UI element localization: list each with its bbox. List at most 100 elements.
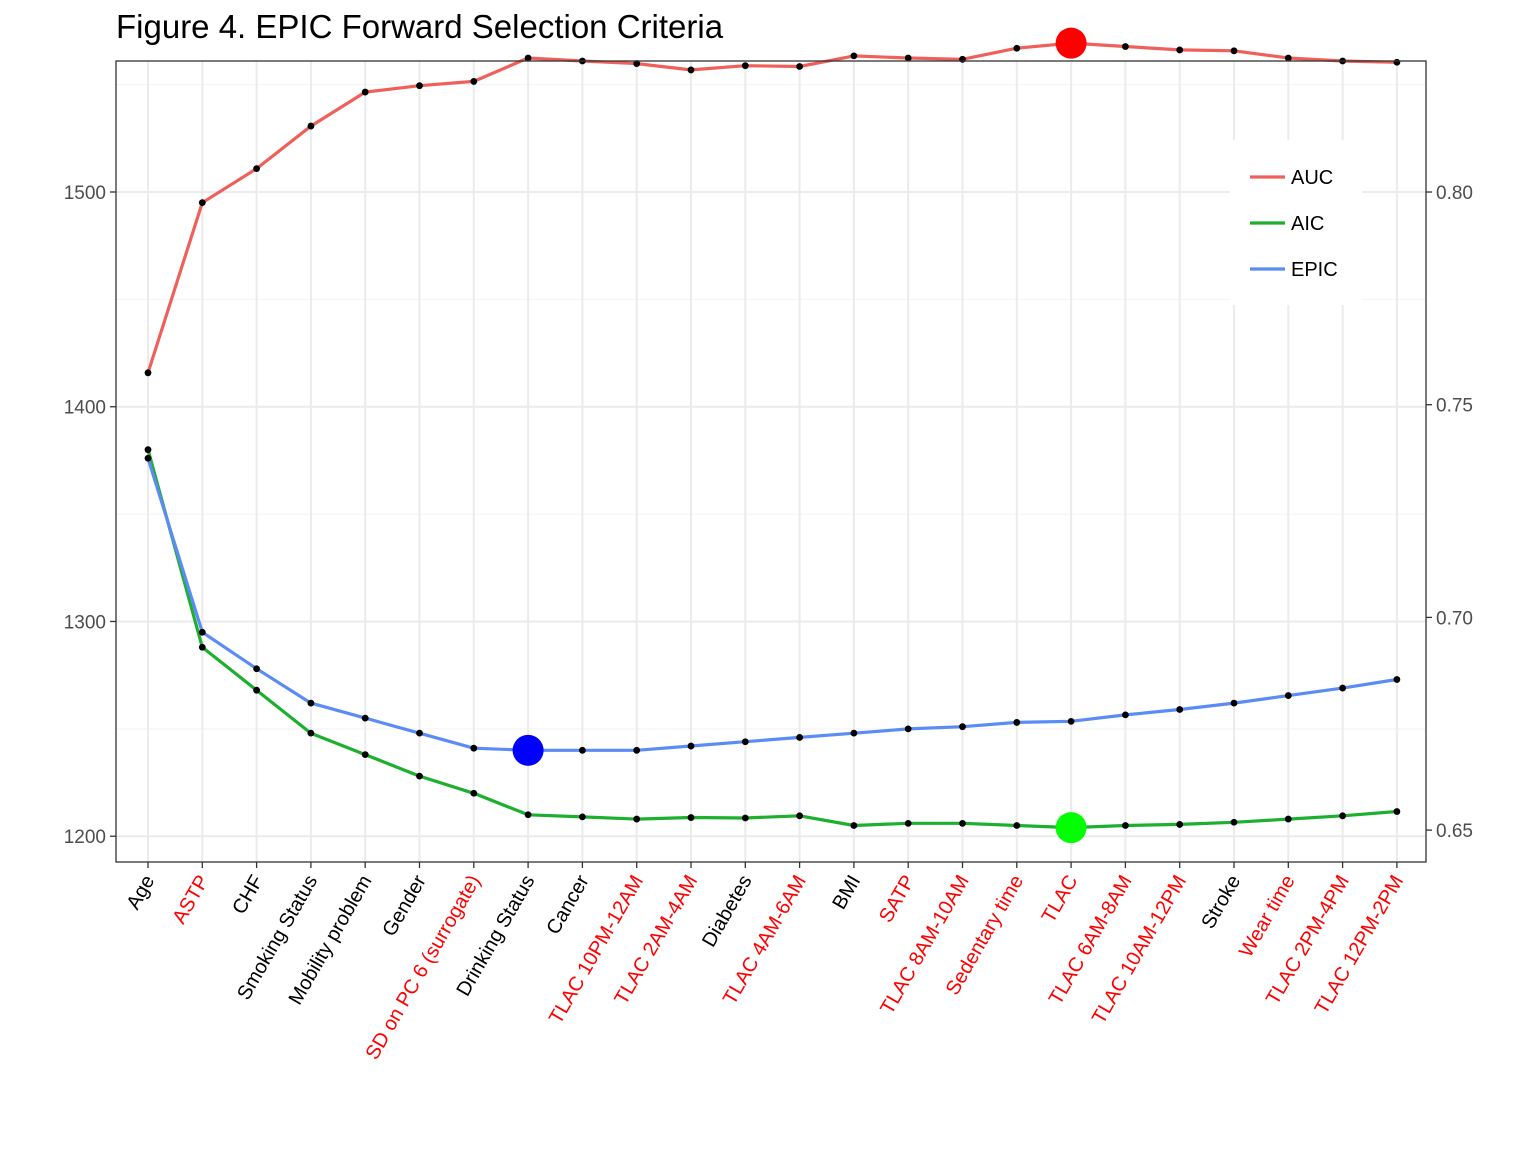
- data-point-epic: [144, 454, 152, 462]
- x-tick-label: Cancer: [542, 871, 593, 938]
- data-point-aic: [1393, 808, 1401, 815]
- data-point-aic: [470, 789, 478, 797]
- y2-tick-label: 0.70: [1436, 608, 1473, 629]
- data-point-epic: [1230, 699, 1238, 707]
- right-y-axis: 0.65 0.70 0.75 0.80: [1426, 183, 1473, 842]
- data-point-auc: [687, 66, 695, 74]
- chart-title: Figure 4. EPIC Forward Selection Criteri…: [116, 8, 724, 45]
- data-point-epic: [416, 729, 423, 737]
- data-point-epic: [198, 628, 206, 636]
- data-point-aic: [1339, 812, 1346, 820]
- legend: AUC AIC EPIC: [1230, 140, 1362, 305]
- data-point-aic: [1013, 822, 1021, 829]
- data-point-auc: [850, 52, 858, 60]
- data-point-aic: [579, 813, 586, 821]
- highlight-marker-aic: [1055, 812, 1087, 844]
- y-tick-label: 1200: [64, 827, 106, 848]
- x-tick-label: Age: [122, 872, 159, 914]
- series-points: [144, 39, 1401, 832]
- data-point-auc: [633, 60, 641, 67]
- data-point-aic: [361, 751, 369, 759]
- data-point-auc: [1122, 43, 1129, 50]
- data-point-aic: [307, 729, 315, 737]
- series-line-epic: [146, 457, 1398, 752]
- x-tick-label: CHF: [228, 872, 268, 919]
- x-tick-label: Diabetes: [698, 872, 757, 951]
- data-point-aic: [633, 815, 641, 823]
- series-lines: [146, 41, 1398, 830]
- data-point-aic: [959, 819, 966, 827]
- highlight-markers: [512, 27, 1087, 844]
- data-point-auc: [1176, 46, 1184, 54]
- data-point-aic: [416, 772, 423, 780]
- data-point-epic: [470, 744, 478, 752]
- data-point-epic: [796, 734, 803, 741]
- plot-panel-border: [115, 60, 1427, 863]
- x-tick-label: TLAC: [1038, 872, 1083, 927]
- data-point-auc: [253, 165, 260, 173]
- minor-gridlines: [116, 84, 1426, 730]
- data-point-aic: [741, 814, 749, 822]
- data-point-aic: [687, 814, 695, 821]
- data-point-epic: [1339, 684, 1346, 692]
- series-line-auc: [146, 41, 1397, 374]
- data-point-epic: [959, 723, 966, 731]
- x-tick-label: Stroke: [1197, 872, 1245, 933]
- y2-tick-label: 0.75: [1436, 396, 1473, 417]
- y-tick-label: 1300: [64, 612, 106, 633]
- left-y-axis: 1200 1300 1400 1500: [64, 183, 116, 848]
- data-point-auc: [1230, 47, 1238, 55]
- data-point-auc: [198, 199, 206, 207]
- data-point-epic: [1393, 676, 1401, 683]
- data-point-epic: [253, 665, 260, 673]
- data-point-aic: [1284, 815, 1292, 823]
- data-point-aic: [198, 643, 206, 651]
- data-point-epic: [579, 746, 586, 754]
- data-point-aic: [796, 812, 803, 820]
- x-tick-label: ASTP: [168, 872, 213, 928]
- data-point-epic: [741, 738, 749, 746]
- data-point-auc: [144, 369, 152, 377]
- y-tick-label: 1500: [64, 183, 106, 204]
- data-point-auc: [741, 62, 749, 70]
- data-point-auc: [470, 78, 478, 85]
- data-point-auc: [959, 55, 966, 63]
- y-tick-label: 1400: [64, 398, 106, 419]
- data-point-epic: [1067, 717, 1075, 725]
- y2-tick-label: 0.65: [1436, 821, 1473, 842]
- data-point-auc: [904, 54, 912, 62]
- data-point-auc: [796, 63, 803, 70]
- data-point-aic: [1122, 822, 1129, 829]
- highlight-marker-epic: [512, 734, 544, 766]
- major-gridlines: [116, 61, 1426, 862]
- legend-label-aic: AIC: [1291, 213, 1324, 235]
- x-tick-label: SATP: [875, 872, 919, 927]
- data-point-aic: [850, 822, 858, 829]
- data-point-auc: [307, 122, 315, 130]
- data-point-auc: [1013, 44, 1021, 52]
- data-point-epic: [1176, 706, 1184, 713]
- data-point-aic: [904, 819, 912, 827]
- data-point-aic: [524, 811, 532, 819]
- data-point-epic: [850, 729, 858, 737]
- data-point-epic: [1122, 711, 1129, 719]
- data-point-epic: [1284, 692, 1292, 699]
- x-tick-label: Gender: [378, 871, 431, 940]
- data-point-auc: [1393, 58, 1401, 66]
- data-point-auc: [361, 88, 369, 96]
- highlight-marker-auc: [1055, 27, 1087, 59]
- data-point-aic: [1176, 821, 1184, 828]
- data-point-auc: [524, 54, 532, 62]
- legend-label-epic: EPIC: [1291, 259, 1338, 281]
- data-point-epic: [904, 725, 912, 733]
- y2-tick-label: 0.80: [1436, 183, 1473, 204]
- data-point-epic: [1013, 719, 1021, 726]
- legend-label-auc: AUC: [1291, 167, 1333, 189]
- data-point-epic: [633, 746, 641, 754]
- data-point-aic: [253, 686, 260, 694]
- data-point-epic: [361, 714, 369, 722]
- data-point-epic: [687, 742, 695, 750]
- data-point-auc: [416, 82, 423, 90]
